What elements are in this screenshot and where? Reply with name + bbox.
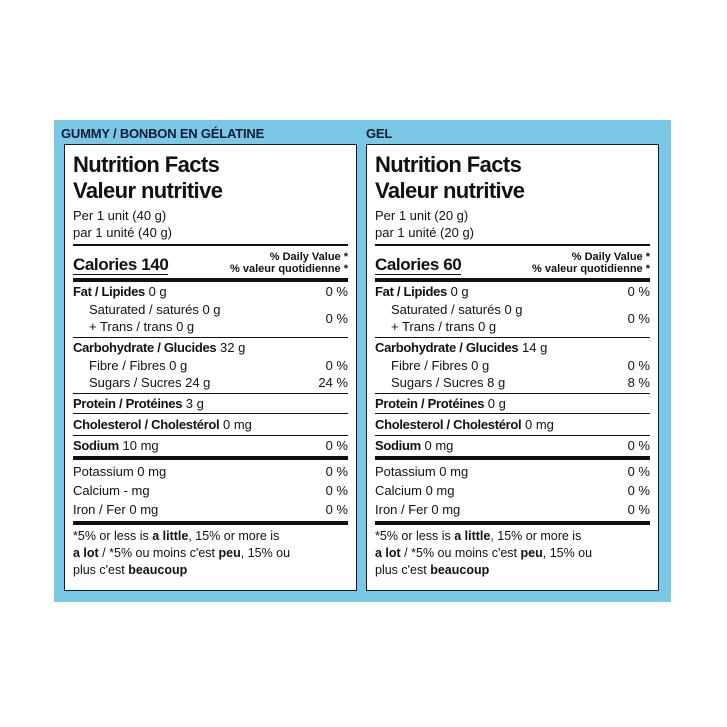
sat-trans-group: Saturated / saturés 0 g + Trans / trans … xyxy=(73,301,348,335)
carb-amount: 14 g xyxy=(522,340,548,355)
calcium-label: Calcium 0 mg xyxy=(375,483,455,498)
gummy-header: GUMMY / BONBON EN GÉLATINE xyxy=(61,126,265,141)
daily-value-header: % Daily Value * % valeur quotidienne * xyxy=(230,251,348,275)
sodium-row: Sodium 0 mg 0 % xyxy=(375,436,650,455)
potassium-row: Potassium 0 mg 0 % xyxy=(375,462,650,481)
daily-value-header: % Daily Value * % valeur quotidienne * xyxy=(532,251,650,275)
iron-dv: 0 % xyxy=(325,502,348,517)
protein-row: Protein / Protéines 3 g xyxy=(73,394,348,413)
iron-label: Iron / Fer 0 mg xyxy=(73,502,159,517)
iron-dv: 0 % xyxy=(627,502,650,517)
calcium-dv: 0 % xyxy=(325,483,348,498)
fibre-label: Fibre / Fibres 0 g xyxy=(391,358,490,373)
dv-fr: % valeur quotidienne * xyxy=(230,263,348,275)
serving-en: Per 1 unit (20 g) xyxy=(375,208,469,223)
sodium-label: Sodium xyxy=(73,438,119,453)
sodium-row: Sodium 10 mg 0 % xyxy=(73,436,348,455)
protein-row: Protein / Protéines 0 g xyxy=(375,394,650,413)
saturated-label: Saturated / saturés 0 g xyxy=(89,302,221,317)
sat-trans-dv: 0 % xyxy=(627,310,650,326)
gummy-nutrition-facts-table: Nutrition Facts Valeur nutritive Per 1 u… xyxy=(64,144,357,591)
cholesterol-amount: 0 mg xyxy=(525,417,554,432)
fat-label: Fat / Lipides xyxy=(375,284,447,299)
cholesterol-label: Cholesterol / Cholestérol xyxy=(375,417,522,432)
sugars-label: Sugars / Sucres 24 g xyxy=(89,375,211,390)
carb-label: Carbohydrate / Glucides xyxy=(73,340,217,355)
sodium-dv: 0 % xyxy=(325,438,348,453)
carb-amount: 32 g xyxy=(220,340,246,355)
dv-fr: % valeur quotidienne * xyxy=(532,263,650,275)
cholesterol-row: Cholesterol / Cholestérol 0 mg xyxy=(375,414,650,435)
title-fr: Valeur nutritive xyxy=(73,178,223,203)
footnote: *5% or less is a little, 15% or more is … xyxy=(375,529,593,577)
fibre-row: Fibre / Fibres 0 g 0 % xyxy=(375,357,650,374)
sat-trans-dv: 0 % xyxy=(325,310,348,326)
potassium-dv: 0 % xyxy=(627,464,650,479)
fat-amount: 0 g xyxy=(148,284,167,299)
title-fr: Valeur nutritive xyxy=(375,178,525,203)
cholesterol-amount: 0 mg xyxy=(223,417,252,432)
protein-label: Protein / Protéines xyxy=(375,396,485,411)
footnote: *5% or less is a little, 15% or more is … xyxy=(73,529,291,577)
fibre-label: Fibre / Fibres 0 g xyxy=(89,358,188,373)
iron-row: Iron / Fer 0 mg 0 % xyxy=(73,500,348,519)
calcium-row: Calcium 0 mg 0 % xyxy=(375,481,650,500)
gel-header: GEL xyxy=(366,126,393,141)
gel-nutrition-facts-table: Nutrition Facts Valeur nutritive Per 1 u… xyxy=(366,144,659,591)
carb-row: Carbohydrate / Glucides 14 g xyxy=(375,338,650,357)
calcium-label: Calcium - mg xyxy=(73,483,150,498)
potassium-label: Potassium 0 mg xyxy=(375,464,469,479)
iron-label: Iron / Fer 0 mg xyxy=(375,502,461,517)
serving-en: Per 1 unit (40 g) xyxy=(73,208,167,223)
cholesterol-row: Cholesterol / Cholestérol 0 mg xyxy=(73,414,348,435)
protein-amount: 3 g xyxy=(185,396,204,411)
fibre-dv: 0 % xyxy=(325,358,348,373)
calcium-dv: 0 % xyxy=(627,483,650,498)
fat-dv: 0 % xyxy=(627,284,650,299)
title-en: Nutrition Facts xyxy=(375,152,522,177)
potassium-dv: 0 % xyxy=(325,464,348,479)
iron-row: Iron / Fer 0 mg 0 % xyxy=(375,500,650,519)
calories-label: Calories 60 xyxy=(375,255,462,275)
dv-en: % Daily Value * xyxy=(571,251,650,263)
fibre-row: Fibre / Fibres 0 g 0 % xyxy=(73,357,348,374)
fat-amount: 0 g xyxy=(450,284,469,299)
trans-label: + Trans / trans 0 g xyxy=(89,319,195,334)
sugars-dv: 24 % xyxy=(318,375,348,390)
serving-fr: par 1 unité (20 g) xyxy=(375,225,475,240)
calcium-row: Calcium - mg 0 % xyxy=(73,481,348,500)
serving-fr: par 1 unité (40 g) xyxy=(73,225,173,240)
sodium-dv: 0 % xyxy=(627,438,650,453)
calories-row: Calories 140 % Daily Value * % valeur qu… xyxy=(73,246,348,278)
fat-label: Fat / Lipides xyxy=(73,284,145,299)
fat-row: Fat / Lipides 0 g 0 % xyxy=(73,282,348,301)
title-en: Nutrition Facts xyxy=(73,152,220,177)
dv-en: % Daily Value * xyxy=(269,251,348,263)
trans-label: + Trans / trans 0 g xyxy=(391,319,497,334)
sodium-label: Sodium xyxy=(375,438,421,453)
sugars-row: Sugars / Sucres 24 g 24 % xyxy=(73,374,348,391)
sat-trans-group: Saturated / saturés 0 g + Trans / trans … xyxy=(375,301,650,335)
sodium-amount: 10 mg xyxy=(122,438,159,453)
potassium-label: Potassium 0 mg xyxy=(73,464,167,479)
fat-row: Fat / Lipides 0 g 0 % xyxy=(375,282,650,301)
carb-row: Carbohydrate / Glucides 32 g xyxy=(73,338,348,357)
fat-dv: 0 % xyxy=(325,284,348,299)
carb-label: Carbohydrate / Glucides xyxy=(375,340,519,355)
protein-label: Protein / Protéines xyxy=(73,396,183,411)
cholesterol-label: Cholesterol / Cholestérol xyxy=(73,417,220,432)
sugars-dv: 8 % xyxy=(627,375,650,390)
potassium-row: Potassium 0 mg 0 % xyxy=(73,462,348,481)
sugars-label: Sugars / Sucres 8 g xyxy=(391,375,506,390)
calories-row: Calories 60 % Daily Value * % valeur quo… xyxy=(375,246,650,278)
calories-label: Calories 140 xyxy=(73,255,169,275)
protein-amount: 0 g xyxy=(487,396,506,411)
fibre-dv: 0 % xyxy=(627,358,650,373)
sodium-amount: 0 mg xyxy=(424,438,454,453)
sugars-row: Sugars / Sucres 8 g 8 % xyxy=(375,374,650,391)
saturated-label: Saturated / saturés 0 g xyxy=(391,302,523,317)
